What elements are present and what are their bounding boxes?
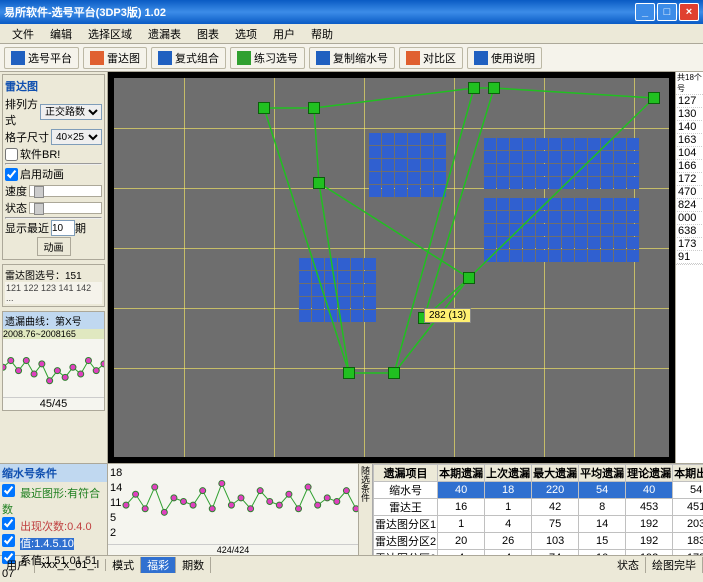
- sort-select[interactable]: 正交路数: [40, 104, 102, 120]
- filter-check[interactable]: [2, 484, 15, 497]
- node[interactable]: [388, 367, 400, 379]
- menu-选择区域[interactable]: 选择区域: [80, 24, 140, 43]
- tb-对比区[interactable]: 对比区: [399, 47, 463, 69]
- rightlist-item[interactable]: 104: [677, 147, 702, 160]
- svg-text:11: 11: [110, 497, 121, 509]
- radar-pick-label: 雷达图选号：151: [5, 267, 102, 282]
- lottery-tab[interactable]: 福彩: [141, 557, 176, 573]
- node[interactable]: [308, 102, 320, 114]
- menu-帮助[interactable]: 帮助: [303, 24, 341, 43]
- bottom-left-panel: 缩水号条件 最近图形:有符合数 出现次数:0.4.0 值:1.4.5.10 系值…: [0, 464, 108, 555]
- svg-text:5: 5: [110, 512, 116, 524]
- rightlist-item[interactable]: 166: [677, 160, 702, 173]
- sort-label: 排列方式: [5, 96, 38, 128]
- toolbar: 选号平台雷达图复式组合练习选号复制缩水号对比区使用说明: [0, 44, 703, 72]
- mini-chart: 遗漏曲线：第X号 2008.76~2008165 45/45: [2, 311, 105, 411]
- node[interactable]: [463, 272, 475, 284]
- tb-复制缩水号[interactable]: 复制缩水号: [309, 47, 395, 69]
- minimize-button[interactable]: _: [635, 3, 655, 21]
- statusbar: 用户 xxx_x_01_.l 模式 福彩 期数 状态 绘图完毕: [0, 555, 703, 573]
- maximize-button[interactable]: □: [657, 3, 677, 21]
- rightlist-item[interactable]: 000: [677, 212, 702, 225]
- tb-雷达图[interactable]: 雷达图: [83, 47, 147, 69]
- menu-文件[interactable]: 文件: [4, 24, 42, 43]
- bottom-chart-svg: 18 14 11 5 2: [108, 464, 358, 542]
- tb-练习选号[interactable]: 练习选号: [230, 47, 305, 69]
- filter-check[interactable]: [2, 517, 15, 530]
- titlebar: 易所软件-选号平台(3DP3版) 1.02 _ □ ×: [0, 0, 703, 24]
- speed-slider[interactable]: [29, 185, 102, 197]
- anim-button[interactable]: 动画: [37, 237, 71, 256]
- soft-checkbox[interactable]: [5, 148, 18, 161]
- app-title: 易所软件-选号平台(3DP3版) 1.02: [4, 4, 166, 20]
- cell-select[interactable]: 40×25: [51, 129, 102, 145]
- status-slider[interactable]: [29, 202, 102, 214]
- svg-text:2: 2: [110, 527, 116, 539]
- node[interactable]: [343, 367, 355, 379]
- menu-编辑[interactable]: 编辑: [42, 24, 80, 43]
- right-list: 共18个号 1271301401631041661724708240006381…: [675, 72, 703, 463]
- menu-选项[interactable]: 选项: [227, 24, 265, 43]
- canvas-label: 282 (13): [424, 308, 471, 323]
- node[interactable]: [468, 82, 480, 94]
- rightlist-item[interactable]: 824: [677, 199, 702, 212]
- rightlist-item[interactable]: 172: [677, 173, 702, 186]
- rightlist-item[interactable]: 163: [677, 134, 702, 147]
- rightlist-item[interactable]: 140: [677, 121, 702, 134]
- tb-使用说明[interactable]: 使用说明: [467, 47, 542, 69]
- radar-nums: 121 122 123 141 142 ...: [5, 282, 102, 304]
- rightlist-item[interactable]: 91: [677, 251, 702, 264]
- filter-check[interactable]: [2, 534, 15, 547]
- menu-图表[interactable]: 图表: [189, 24, 227, 43]
- svg-text:18: 18: [110, 467, 122, 479]
- svg-text:14: 14: [110, 482, 122, 494]
- rightlist-item[interactable]: 173: [677, 238, 702, 251]
- tb-选号平台[interactable]: 选号平台: [4, 47, 79, 69]
- canvas-area: 282 (13): [108, 72, 675, 463]
- recent-input[interactable]: [51, 220, 75, 236]
- radar-canvas[interactable]: 282 (13): [114, 78, 669, 457]
- bottom-table: 随选条件 遗漏项目本期遗漏上次遗漏最大遗漏平均遗漏理论遗漏本期出现百期出现百期最…: [359, 464, 703, 555]
- menu-遗漏表[interactable]: 遗漏表: [140, 24, 189, 43]
- left-panel: 雷达图 排列方式 正交路数 格子尺寸 40×25 软件BR! 启用动画 速度 状…: [0, 72, 108, 463]
- node[interactable]: [313, 177, 325, 189]
- node[interactable]: [258, 102, 270, 114]
- cell-label: 格子尺寸: [5, 129, 49, 145]
- close-button[interactable]: ×: [679, 3, 699, 21]
- menu-用户[interactable]: 用户: [265, 24, 303, 43]
- bottom-chart: 18141152 424/424: [108, 464, 359, 555]
- rightlist-item[interactable]: 470: [677, 186, 702, 199]
- rightlist-item[interactable]: 130: [677, 108, 702, 121]
- rightlist-item[interactable]: 638: [677, 225, 702, 238]
- node[interactable]: [488, 82, 500, 94]
- anim-checkbox[interactable]: [5, 168, 18, 181]
- rightlist-item[interactable]: 127: [677, 95, 702, 108]
- stats-table: 遗漏项目本期遗漏上次遗漏最大遗漏平均遗漏理论遗漏本期出现百期出现百期最大缩水号4…: [373, 464, 703, 555]
- node[interactable]: [648, 92, 660, 104]
- tb-复式组合[interactable]: 复式组合: [151, 47, 226, 69]
- menubar: 文件编辑选择区域遗漏表图表选项用户帮助: [0, 24, 703, 44]
- left-title: 雷达图: [5, 77, 102, 95]
